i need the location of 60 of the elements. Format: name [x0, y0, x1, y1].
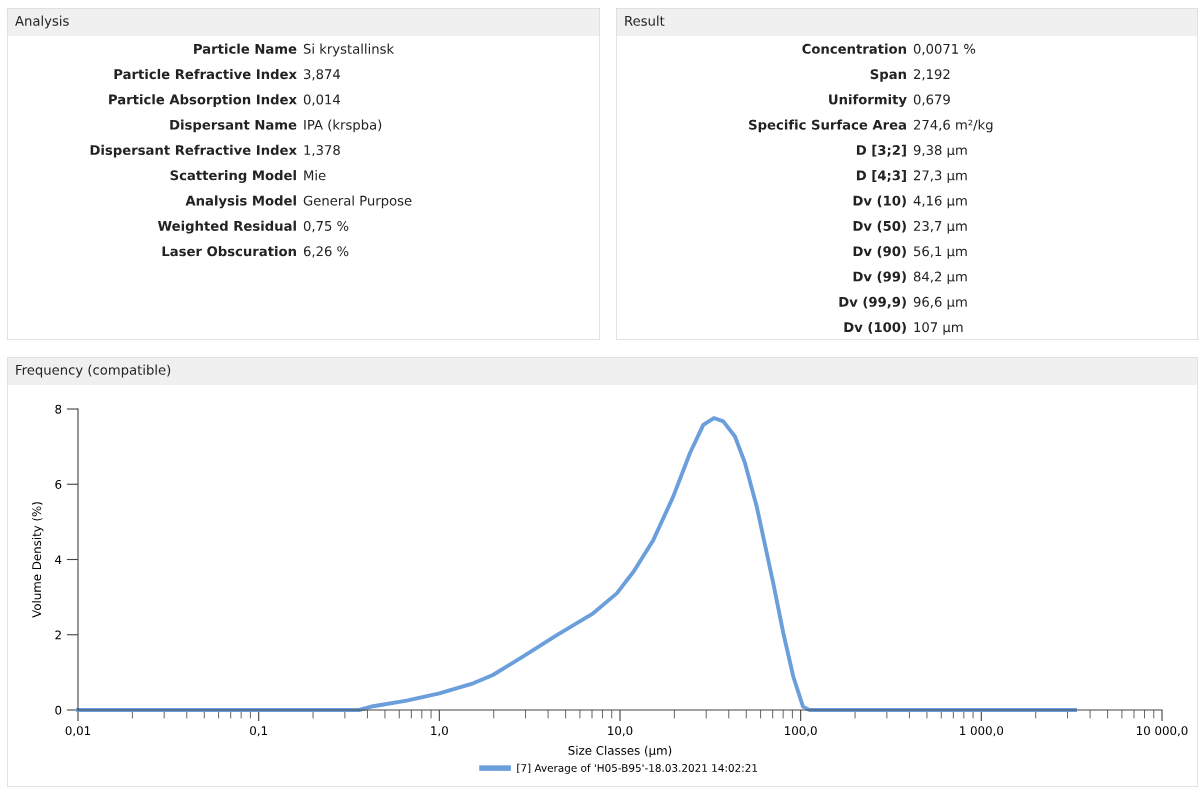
- text: Si krystallinsk: [303, 43, 395, 57]
- x-axis-title: Size Classes (µm): [568, 745, 672, 758]
- text: 4,16 µm: [913, 195, 967, 209]
- text: 27,3 µm: [913, 170, 967, 183]
- text: 2,192: [913, 69, 950, 81]
- text: Span: [870, 69, 906, 82]
- x-tick-label: 0,01: [65, 726, 91, 737]
- text: Uniformity: [829, 94, 907, 108]
- text: Scattering Model: [170, 170, 296, 183]
- y-axis-title: Volume Density (%): [31, 502, 44, 618]
- x-tick-label: 10 000,0: [1137, 726, 1188, 737]
- text: Dv (99,9): [839, 296, 906, 309]
- text: 0,014: [303, 94, 341, 106]
- text: 96,6 µm: [913, 296, 967, 310]
- y-tick-label: 2: [55, 630, 61, 640]
- text: General Purpose: [303, 195, 412, 209]
- x-tick-label: 100,0: [785, 726, 817, 737]
- text: Dv (50): [853, 220, 906, 233]
- text: D [3;2]: [856, 144, 906, 157]
- legend-label: [7] Average of 'H05-B95'-18.03.2021 14:02:21: [517, 763, 758, 774]
- x-tick-label: 0,1: [250, 726, 267, 737]
- text: IPA (krspba): [304, 119, 382, 133]
- text: Specific Surface Area: [749, 119, 906, 133]
- text: D [4;3]: [856, 170, 906, 183]
- text: Dv (90): [853, 246, 906, 258]
- text: 0,75 %: [303, 220, 349, 233]
- text: 3,874: [304, 69, 341, 81]
- text: 0,679: [913, 94, 950, 106]
- text: Analysis Model: [185, 195, 296, 209]
- text: Dv (100): [844, 321, 906, 334]
- text: Weighted Residual: [157, 220, 296, 234]
- text: Particle Name: [194, 43, 297, 54]
- y-tick-label: 6: [55, 479, 62, 489]
- text: Particle Absorption Index: [109, 94, 297, 107]
- text: Laser Obscuration: [162, 246, 296, 257]
- y-tick-label: 4: [55, 555, 62, 564]
- chart-title: Frequency (compatible): [16, 364, 171, 378]
- text: 84,2 µm: [913, 271, 967, 285]
- text: 0,0071 %: [913, 43, 976, 56]
- y-tick-label: 8: [55, 404, 62, 414]
- text: Dispersant Name: [170, 119, 297, 133]
- text: Mie: [304, 170, 326, 181]
- text: Dispersant Refractive Index: [90, 144, 297, 158]
- x-tick-label: 10,0: [608, 726, 633, 737]
- x-tick-label: 1 000,0: [960, 726, 1004, 737]
- text: 1,378: [304, 145, 340, 157]
- text: 23,7 µm: [913, 220, 967, 234]
- text: Analysis: [15, 15, 69, 29]
- text: 274,6 m²/kg: [913, 119, 993, 133]
- text: 6,26 %: [303, 246, 349, 258]
- text: Concentration: [802, 43, 906, 54]
- text: 107 µm: [914, 322, 963, 335]
- text: 56,1 µm: [914, 246, 967, 259]
- text: 9,38 µm: [913, 145, 967, 158]
- y-tick-label: 0: [55, 705, 62, 715]
- text: Particle Refractive Index: [114, 68, 297, 80]
- text: Result: [625, 15, 665, 26]
- text: Dv (99): [853, 271, 906, 284]
- x-tick-label: 1,0: [431, 726, 448, 737]
- text: Dv (10): [853, 195, 906, 208]
